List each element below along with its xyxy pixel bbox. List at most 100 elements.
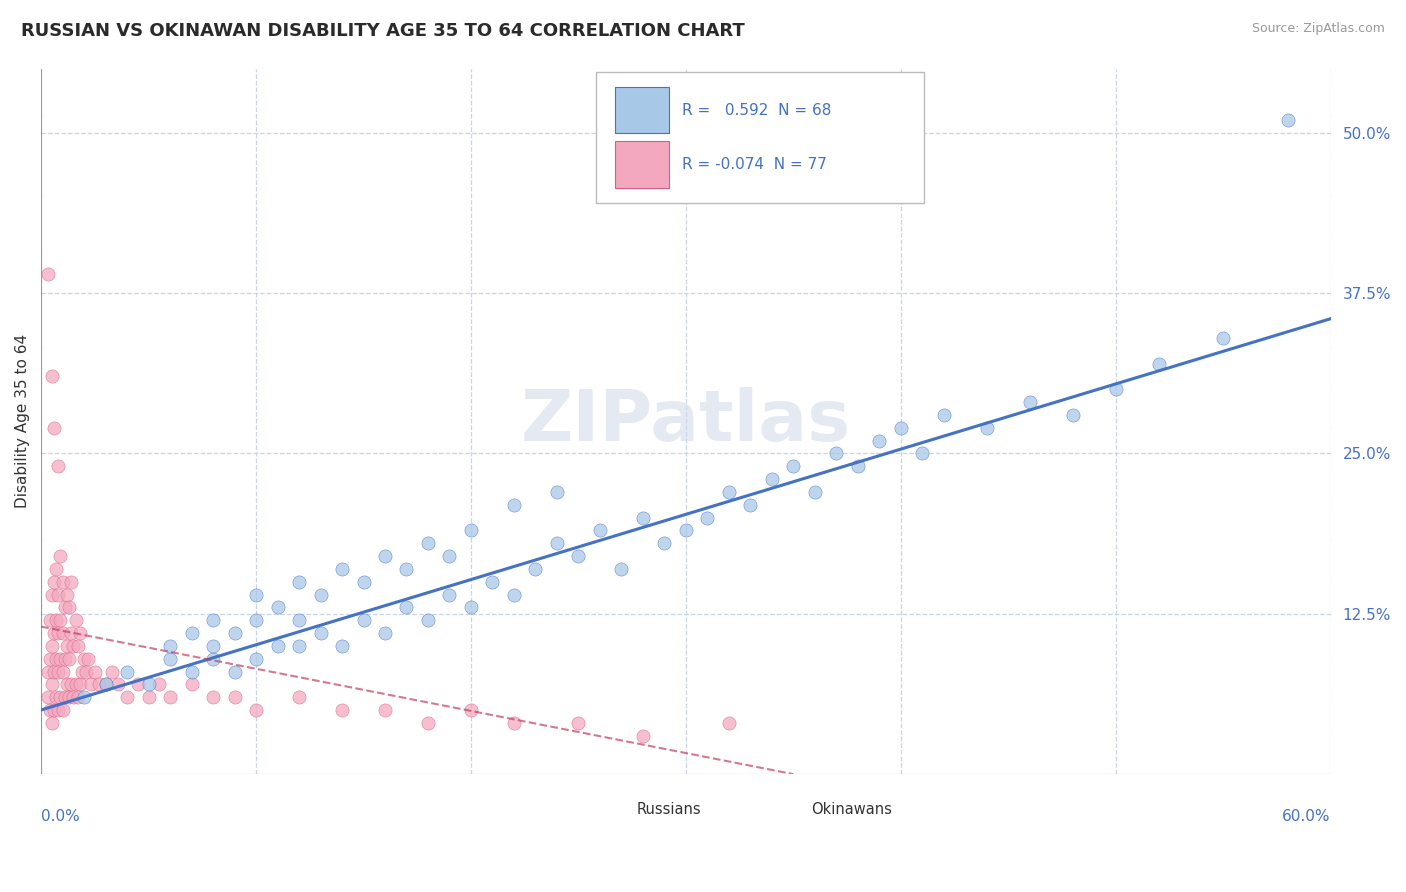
Point [101, 665, 124, 679]
Point [717, 715, 740, 730]
Point [180, 626, 202, 640]
Point [53, 690, 76, 705]
Point [782, 459, 804, 474]
FancyBboxPatch shape [596, 72, 925, 202]
Point [75, 665, 97, 679]
Point [56, 677, 79, 691]
Point [52, 626, 75, 640]
Point [546, 536, 568, 550]
Point [159, 651, 181, 665]
Point [589, 524, 612, 538]
Point [245, 703, 267, 717]
Point [610, 562, 633, 576]
Point [41, 677, 63, 691]
Point [1147, 357, 1170, 371]
Point [42, 574, 65, 589]
Point [245, 613, 267, 627]
Point [56, 588, 79, 602]
Point [37, 665, 59, 679]
Point [60, 626, 83, 640]
Point [631, 510, 654, 524]
Point [37, 690, 59, 705]
Point [546, 484, 568, 499]
Point [330, 639, 353, 653]
Point [460, 600, 482, 615]
Point [180, 665, 202, 679]
Point [675, 524, 697, 538]
Point [58, 690, 80, 705]
Point [58, 651, 80, 665]
Point [567, 549, 589, 563]
FancyBboxPatch shape [581, 797, 627, 822]
Point [148, 677, 170, 691]
FancyBboxPatch shape [754, 797, 800, 822]
Point [58, 600, 80, 615]
Point [73, 651, 96, 665]
Point [42, 626, 65, 640]
Point [503, 588, 526, 602]
Point [38, 613, 60, 627]
Point [46, 588, 69, 602]
Point [45, 562, 67, 576]
Point [94, 677, 117, 691]
Point [395, 562, 418, 576]
Point [46, 626, 69, 640]
Point [52, 665, 75, 679]
Point [503, 498, 526, 512]
Point [654, 536, 676, 550]
Point [69, 626, 91, 640]
Point [567, 715, 589, 730]
Point [761, 472, 783, 486]
Point [524, 562, 547, 576]
Point [49, 613, 72, 627]
Point [46, 665, 69, 679]
Y-axis label: Disability Age 35 to 64: Disability Age 35 to 64 [15, 334, 30, 508]
Point [911, 446, 934, 460]
Point [631, 729, 654, 743]
Point [503, 715, 526, 730]
Point [49, 690, 72, 705]
Point [717, 484, 740, 499]
Text: ZIPatlas: ZIPatlas [520, 387, 851, 456]
FancyBboxPatch shape [614, 141, 669, 188]
Point [41, 369, 63, 384]
Text: 0.0%: 0.0% [41, 809, 80, 824]
Point [180, 677, 202, 691]
Point [309, 588, 332, 602]
Point [416, 715, 439, 730]
Text: Source: ZipAtlas.com: Source: ZipAtlas.com [1251, 22, 1385, 36]
Point [83, 665, 105, 679]
Point [353, 574, 375, 589]
Point [330, 703, 353, 717]
Point [138, 690, 160, 705]
Point [62, 690, 84, 705]
Point [696, 510, 718, 524]
Point [42, 421, 65, 435]
Point [416, 613, 439, 627]
Point [38, 703, 60, 717]
Point [804, 484, 827, 499]
Point [66, 639, 89, 653]
Point [202, 639, 225, 653]
Point [224, 665, 246, 679]
Point [224, 626, 246, 640]
Point [94, 677, 117, 691]
Point [1062, 408, 1084, 422]
Point [107, 677, 129, 691]
Point [138, 677, 160, 691]
Point [395, 600, 418, 615]
Point [77, 651, 100, 665]
Point [309, 626, 332, 640]
Point [127, 677, 149, 691]
Text: Okinawans: Okinawans [811, 802, 891, 817]
Point [374, 703, 396, 717]
Point [740, 498, 762, 512]
Point [825, 446, 848, 460]
Text: RUSSIAN VS OKINAWAN DISABILITY AGE 35 TO 64 CORRELATION CHART: RUSSIAN VS OKINAWAN DISABILITY AGE 35 TO… [21, 22, 745, 40]
Point [439, 549, 461, 563]
Point [41, 588, 63, 602]
Point [60, 677, 83, 691]
Point [460, 703, 482, 717]
Point [46, 459, 69, 474]
Point [1212, 331, 1234, 345]
